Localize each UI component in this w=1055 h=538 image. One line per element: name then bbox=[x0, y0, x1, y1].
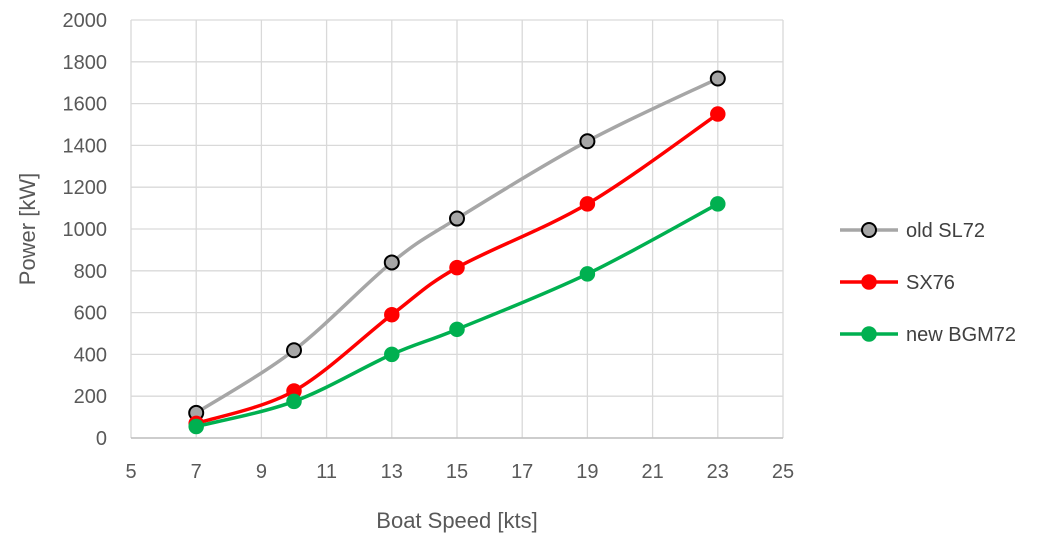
data-point bbox=[384, 306, 400, 323]
legend-item: old SL72 bbox=[840, 220, 985, 242]
data-point bbox=[579, 133, 596, 150]
x-tick-label: 21 bbox=[641, 461, 663, 483]
series-old-sl72 bbox=[188, 70, 726, 421]
x-tick-label: 15 bbox=[446, 461, 468, 483]
data-point bbox=[710, 196, 726, 212]
data-point bbox=[188, 418, 204, 435]
data-point bbox=[449, 210, 465, 227]
y-tick-label: 1800 bbox=[63, 52, 108, 74]
legend-item: SX76 bbox=[840, 272, 955, 294]
x-tick-label: 11 bbox=[316, 461, 337, 483]
data-point bbox=[709, 70, 726, 87]
y-axis-title: Power [kW] bbox=[15, 173, 40, 285]
legend-marker bbox=[861, 326, 877, 342]
x-tick-label: 7 bbox=[191, 461, 202, 483]
y-tick-label: 1600 bbox=[63, 94, 108, 116]
x-tick-label: 25 bbox=[772, 461, 794, 483]
data-point bbox=[449, 321, 465, 338]
data-point bbox=[579, 196, 596, 212]
x-tick-label: 5 bbox=[125, 461, 136, 483]
legend-label: new BGM72 bbox=[906, 324, 1016, 346]
legend-item: new BGM72 bbox=[840, 324, 1016, 346]
y-tick-label: 400 bbox=[74, 344, 107, 366]
y-tick-label: 1400 bbox=[63, 135, 108, 157]
y-tick-label: 0 bbox=[96, 428, 107, 450]
y-tick-label: 1000 bbox=[63, 219, 108, 241]
y-tick-label: 2000 bbox=[63, 10, 108, 32]
data-point bbox=[286, 342, 302, 359]
data-point bbox=[383, 254, 400, 271]
series-new-bgm72 bbox=[188, 196, 726, 435]
data-point bbox=[286, 393, 302, 410]
legend-marker bbox=[861, 274, 877, 290]
series-line bbox=[195, 202, 719, 429]
data-point bbox=[710, 106, 726, 122]
y-tick-label: 200 bbox=[74, 386, 107, 408]
y-tick-label: 800 bbox=[74, 261, 107, 283]
data-point bbox=[579, 266, 596, 282]
legend-marker bbox=[861, 222, 877, 238]
x-tick-label: 9 bbox=[256, 461, 267, 483]
x-tick-label: 19 bbox=[576, 461, 598, 483]
legend-label: SX76 bbox=[906, 272, 955, 294]
x-tick-label: 23 bbox=[707, 461, 729, 483]
x-axis-title: Boat Speed [kts] bbox=[376, 508, 537, 533]
x-tick-label: 17 bbox=[511, 461, 533, 483]
data-point bbox=[449, 259, 465, 276]
data-point bbox=[384, 346, 400, 363]
legend-label: old SL72 bbox=[906, 220, 985, 242]
x-tick-label: 13 bbox=[381, 461, 403, 483]
series-group bbox=[188, 70, 726, 435]
grid bbox=[130, 19, 784, 439]
legend: old SL72 SX76 new BGM72 bbox=[840, 220, 1016, 346]
tick-labels: 5 7 9 11 13 15 17 19 21 23 25 0 200 400 600 800 1000 1200… bbox=[63, 10, 795, 483]
y-tick-label: 600 bbox=[74, 303, 107, 325]
y-tick-label: 1200 bbox=[63, 177, 108, 199]
